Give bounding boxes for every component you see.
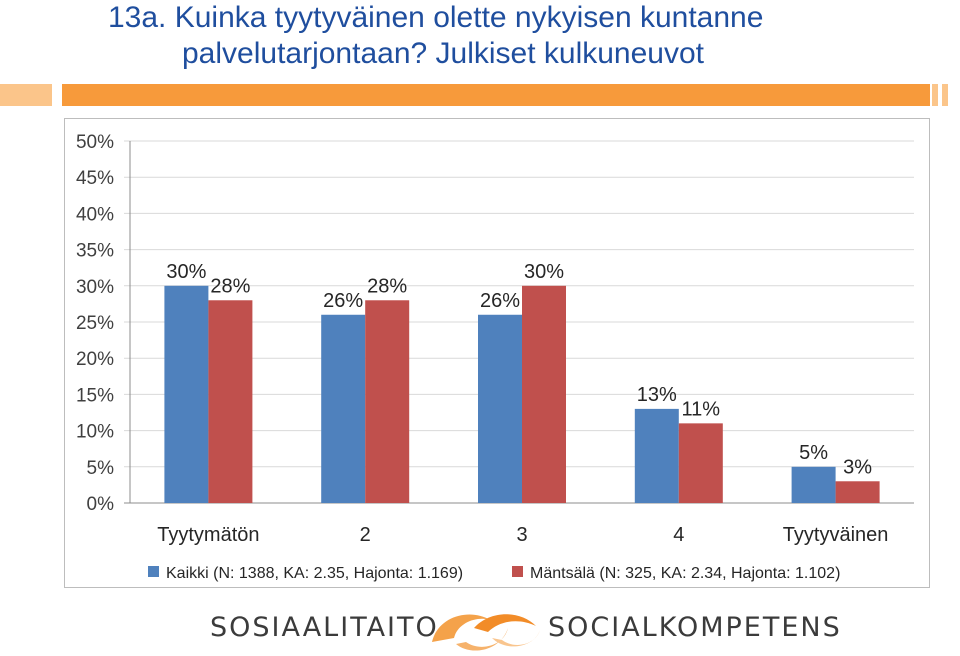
bar-mantsala — [208, 300, 253, 503]
data-label: 26% — [323, 290, 363, 312]
bar-mantsala — [678, 423, 723, 503]
y-tick-label: 5% — [87, 458, 115, 479]
logo-text-left: SOSIAALITAITO — [210, 612, 439, 643]
bar-mantsala — [835, 481, 880, 503]
y-tick-label: 10% — [76, 422, 114, 443]
x-tick-label: 2 — [360, 524, 371, 546]
y-tick-label: 50% — [76, 132, 114, 153]
y-tick-label: 25% — [76, 313, 114, 334]
y-tick-label: 15% — [76, 385, 114, 406]
logo-text-right: SOCIALKOMPETENS — [548, 612, 842, 643]
data-label: 5% — [799, 442, 828, 464]
bar-mantsala — [365, 300, 410, 503]
x-tick-label: Tyytymätön — [157, 524, 259, 546]
data-label: 13% — [637, 384, 677, 406]
data-label: 26% — [480, 290, 520, 312]
title-line-2: palvelutarjontaan? Julkiset kulkuneuvot — [182, 37, 704, 70]
decorative-bar-main — [62, 84, 930, 106]
y-tick-label: 30% — [76, 277, 114, 298]
decorative-bar-right-2 — [942, 84, 948, 106]
bar-kaikki — [791, 466, 836, 503]
data-label: 3% — [843, 456, 872, 478]
legend-label: Kaikki (N: 1388, KA: 2.35, Hajonta: 1.16… — [166, 565, 463, 582]
chart-frame — [64, 118, 930, 588]
chart-title: 13a. Kuinka tyytyväinen olette nykyisen … — [108, 0, 948, 72]
x-tick-label: Tyytyväinen — [783, 524, 889, 546]
logo-swirl-icon — [432, 614, 540, 651]
data-label: 30% — [166, 261, 206, 283]
y-tick-label: 35% — [76, 241, 114, 262]
bar-mantsala — [522, 285, 566, 503]
legend-label: Mäntsälä (N: 325, KA: 2.34, Hajonta: 1.1… — [530, 565, 840, 582]
decorative-bar-left — [0, 84, 52, 106]
x-tick-label: 3 — [516, 524, 527, 546]
data-label: 28% — [367, 275, 407, 297]
decorative-bar-right-1 — [932, 84, 938, 106]
bar-kaikki — [164, 285, 209, 503]
bar-kaikki — [478, 314, 522, 503]
legend-swatch-kaikki — [148, 566, 159, 577]
bar-kaikki — [634, 408, 679, 503]
title-line-1: 13a. Kuinka tyytyväinen olette nykyisen … — [108, 1, 764, 34]
data-label: 28% — [210, 275, 250, 297]
legend-swatch-mantsala — [512, 566, 523, 577]
footer-logo — [0, 598, 960, 656]
x-tick-label: 4 — [673, 524, 684, 546]
data-label: 30% — [524, 261, 564, 283]
y-tick-label: 40% — [76, 204, 114, 225]
y-tick-label: 45% — [76, 168, 114, 189]
y-tick-label: 20% — [76, 349, 114, 370]
bar-kaikki — [321, 314, 366, 503]
data-label: 11% — [682, 398, 721, 420]
y-tick-label: 0% — [87, 494, 115, 515]
